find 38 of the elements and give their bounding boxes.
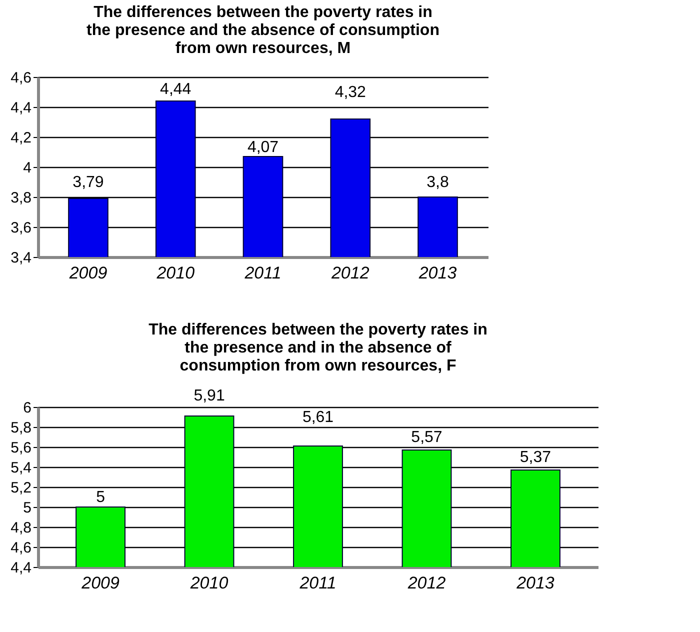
x-tick-label: 2011 bbox=[244, 264, 282, 282]
x-tick-label: 2013 bbox=[516, 574, 555, 592]
x-tick-label: 2009 bbox=[80, 574, 120, 592]
data-label: 5 bbox=[96, 489, 106, 506]
y-tick-label: 5,8 bbox=[10, 420, 32, 436]
data-label: 3,79 bbox=[72, 174, 104, 191]
x-tick-label: 2011 bbox=[298, 574, 336, 592]
x-tick-label: 2010 bbox=[156, 264, 196, 282]
y-tick-label: 4,2 bbox=[10, 130, 32, 146]
data-label: 4,44 bbox=[160, 81, 192, 98]
x-tick-label: 2009 bbox=[68, 264, 108, 282]
chart-title: The differences between the poverty rates in the presence and the absence of consumption from own resources, M bbox=[86, 4, 440, 57]
y-tick-label: 6 bbox=[23, 400, 32, 416]
y-tick-label: 3,6 bbox=[10, 220, 32, 236]
data-label: 4,07 bbox=[247, 138, 279, 156]
y-tick-label: 5 bbox=[23, 500, 32, 516]
y-tick-label: 4,8 bbox=[10, 520, 32, 536]
y-tick-label: 5,6 bbox=[10, 440, 32, 456]
y-tick-label: 4 bbox=[23, 160, 32, 176]
y-tick-label: 5,2 bbox=[10, 480, 32, 496]
y-tick-label: 3,8 bbox=[10, 190, 32, 206]
y-tick-label: 4,4 bbox=[10, 560, 32, 576]
data-label: 5,37 bbox=[520, 449, 552, 466]
x-tick-label: 2012 bbox=[330, 264, 370, 282]
data-label: 4,32 bbox=[334, 84, 366, 101]
data-label: 5,57 bbox=[411, 429, 442, 446]
y-tick-label: 5,4 bbox=[10, 460, 32, 476]
data-label: 3,8 bbox=[426, 174, 449, 191]
y-tick-label: 4,6 bbox=[10, 70, 32, 86]
y-tick-label: 4,6 bbox=[10, 540, 32, 556]
y-tick-label: 3,4 bbox=[10, 250, 32, 266]
x-tick-label: 2010 bbox=[189, 574, 229, 592]
x-tick-label: 2012 bbox=[406, 574, 446, 592]
data-label: 5,91 bbox=[194, 388, 225, 404]
x-tick-label: 2013 bbox=[418, 264, 458, 282]
y-tick-label: 4,4 bbox=[10, 100, 32, 116]
chart-title: The differences between the poverty rates in the presence and in the absence of consumption from own resources, F bbox=[148, 322, 488, 374]
data-label: 5,61 bbox=[302, 409, 334, 426]
